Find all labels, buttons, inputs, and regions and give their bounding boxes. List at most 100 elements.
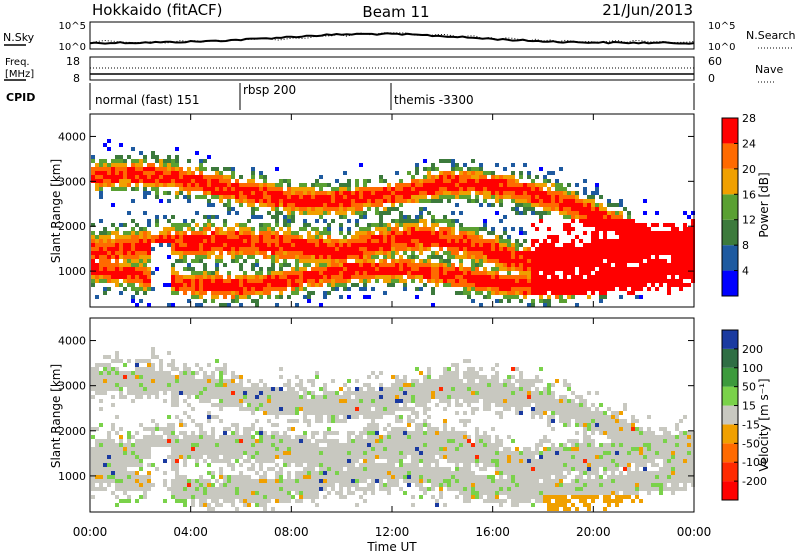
power-cell [475, 235, 479, 239]
power-cell [283, 259, 287, 263]
power-cell [595, 283, 599, 287]
power-cell [531, 271, 535, 275]
power-cell [683, 275, 687, 279]
velocity-cell [243, 503, 247, 507]
velocity-cell [259, 443, 263, 447]
power-cell [147, 267, 151, 271]
power-cell [367, 251, 371, 255]
power-cell [423, 259, 427, 263]
power-cell [151, 171, 155, 175]
power-cell [291, 287, 295, 291]
power-cell [311, 247, 315, 251]
velocity-cell [147, 479, 151, 483]
power-cell [115, 179, 119, 183]
power-cell [443, 239, 447, 243]
velocity-cell [235, 403, 239, 407]
power-cell [495, 195, 499, 199]
power-cell [415, 163, 419, 167]
power-cell [363, 287, 367, 291]
power-cell [451, 251, 455, 255]
power-cell [623, 235, 627, 239]
velocity-cell [327, 391, 331, 395]
power-cell [335, 259, 339, 263]
velocity-cell [199, 451, 203, 455]
power-cell [171, 171, 175, 175]
power-cell [503, 283, 507, 287]
power-cell [403, 223, 407, 227]
velocity-cell [231, 455, 235, 459]
power-cell [599, 271, 603, 275]
power-cell [447, 159, 451, 163]
power-cell [611, 283, 615, 287]
power-cell [287, 191, 291, 195]
velocity-cell [339, 387, 343, 391]
power-cell [363, 195, 367, 199]
velocity-cell [195, 483, 199, 487]
velocity-cell [299, 455, 303, 459]
power-cell [559, 211, 563, 215]
velocity-cell [371, 415, 375, 419]
power-cell [299, 191, 303, 195]
power-cell [375, 271, 379, 275]
power-cell [663, 239, 667, 243]
power-cell [423, 247, 427, 251]
power-cell [127, 279, 131, 283]
velocity-cell [315, 455, 319, 459]
power-cell [163, 159, 167, 163]
power-cell [471, 247, 475, 251]
power-cell [499, 259, 503, 263]
power-cell [607, 219, 611, 223]
power-cell [159, 183, 163, 187]
power-cell [371, 191, 375, 195]
velocity-cell [351, 455, 355, 459]
power-cell [579, 271, 583, 275]
power-cell [603, 219, 607, 223]
power-cell [347, 271, 351, 275]
velocity-cell [127, 375, 131, 379]
power-cell [187, 283, 191, 287]
power-cell [675, 243, 679, 247]
velocity-cell [295, 435, 299, 439]
velocity-cell [223, 475, 227, 479]
velocity-cell [283, 491, 287, 495]
power-cell [319, 279, 323, 283]
velocity-cell [139, 451, 143, 455]
power-cell [303, 211, 307, 215]
velocity-cell [307, 455, 311, 459]
power-cell [343, 235, 347, 239]
velocity-cell [159, 359, 163, 363]
power-cell [603, 251, 607, 255]
power-cell [323, 271, 327, 275]
velocity-cell [131, 459, 135, 463]
power-cell [187, 195, 191, 199]
velocity-cell [363, 479, 367, 483]
power-cell [223, 191, 227, 195]
power-cell [495, 243, 499, 247]
velocity-cell [115, 495, 119, 499]
power-cell [259, 239, 263, 243]
power-cell [567, 267, 571, 271]
power-cell [311, 271, 315, 275]
velocity-cell [223, 367, 227, 371]
power-cell [239, 183, 243, 187]
velocity-cell [223, 395, 227, 399]
power-cell [587, 207, 591, 211]
power-cell [319, 267, 323, 271]
power-cell [451, 219, 455, 223]
power-cell [571, 267, 575, 271]
power-cell [99, 163, 103, 167]
velocity-cell [139, 359, 143, 363]
power-cell [295, 195, 299, 199]
velocity-cell [291, 479, 295, 483]
velocity-cell [207, 503, 211, 507]
power-cell [251, 175, 255, 179]
power-cell [471, 171, 475, 175]
power-cell [419, 251, 423, 255]
velocity-cell [295, 375, 299, 379]
power-cell [391, 267, 395, 271]
velocity-cell [203, 447, 207, 451]
velocity-cell [307, 467, 311, 471]
power-cell [623, 259, 627, 263]
velocity-cell [291, 387, 295, 391]
power-cell [675, 231, 679, 235]
